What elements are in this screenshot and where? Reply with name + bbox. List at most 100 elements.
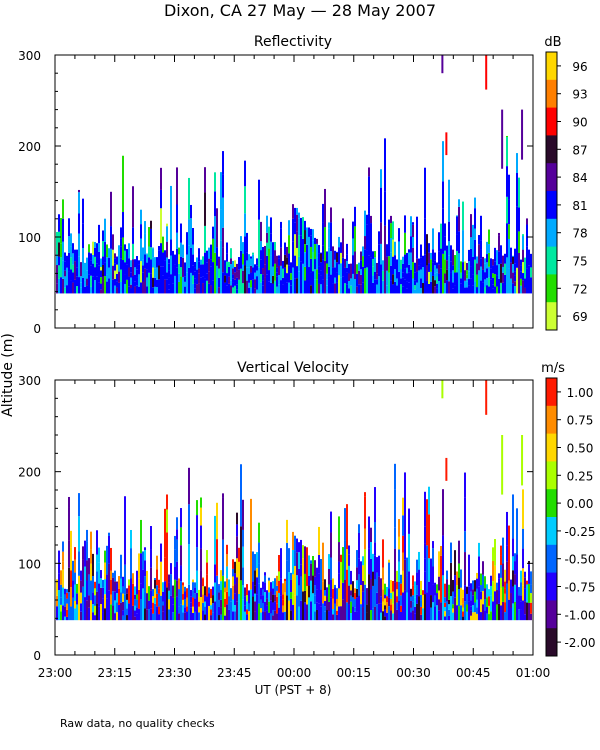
data-cell	[318, 258, 320, 267]
data-cell	[266, 232, 268, 243]
data-cell	[332, 598, 334, 610]
data-cell	[70, 530, 72, 548]
data-cell	[408, 571, 410, 621]
data-cell	[482, 277, 484, 283]
data-cell	[440, 602, 442, 621]
data-cell	[334, 250, 336, 260]
data-cell	[146, 269, 148, 278]
data-cell	[232, 559, 234, 569]
data-cell	[262, 589, 264, 596]
data-cell	[276, 272, 278, 277]
data-cell	[322, 542, 324, 582]
x-tick-label: 00:15	[336, 666, 371, 680]
data-cell	[392, 613, 394, 621]
data-cell	[110, 579, 112, 595]
data-cell	[410, 600, 412, 608]
data-cell	[336, 588, 338, 599]
data-cell	[154, 603, 156, 612]
data-cell	[236, 524, 238, 537]
data-cell	[526, 584, 528, 603]
data-cell	[300, 564, 302, 577]
data-cell	[524, 571, 526, 578]
data-cell	[102, 264, 104, 277]
data-cell	[414, 280, 416, 286]
data-cell	[420, 606, 422, 615]
data-cell	[178, 613, 180, 621]
data-cell	[428, 283, 430, 294]
data-cell	[430, 271, 432, 282]
data-cell	[444, 602, 446, 608]
data-cell	[254, 288, 256, 294]
data-cell	[410, 236, 412, 253]
data-cell	[386, 602, 388, 613]
data-cell	[288, 600, 290, 621]
data-cell	[204, 601, 206, 607]
data-cell	[110, 248, 112, 294]
data-cell	[204, 167, 206, 193]
data-cell	[200, 596, 202, 621]
data-cell	[438, 264, 440, 274]
data-cell	[124, 262, 126, 275]
data-cell	[414, 289, 416, 294]
data-cell	[330, 222, 332, 252]
data-cell	[472, 239, 474, 258]
data-cell	[102, 241, 104, 257]
data-cell	[246, 601, 248, 610]
data-cell	[524, 257, 526, 273]
data-cell	[100, 289, 102, 294]
data-cell	[406, 267, 408, 274]
data-cell	[116, 281, 118, 288]
data-cell	[150, 220, 152, 229]
data-cell	[134, 610, 136, 617]
data-cell	[382, 579, 384, 590]
data-cell	[248, 590, 250, 604]
data-cell	[488, 266, 490, 278]
data-cell	[272, 609, 274, 616]
data-cell	[494, 591, 496, 621]
data-cell	[146, 286, 148, 294]
data-cell	[184, 591, 186, 600]
data-cell	[452, 604, 454, 609]
data-cell	[372, 275, 374, 283]
data-cell	[90, 531, 92, 550]
data-cell	[336, 252, 338, 263]
data-cell	[396, 596, 398, 603]
data-cell	[90, 286, 92, 294]
data-cell	[490, 611, 492, 621]
data-cell	[434, 265, 436, 274]
data-cell	[266, 255, 268, 275]
data-cell	[290, 598, 292, 611]
data-cell	[414, 272, 416, 281]
data-cell	[452, 249, 454, 266]
data-cell	[410, 588, 412, 597]
data-cell	[300, 235, 302, 262]
data-cell	[274, 242, 276, 251]
data-cell	[476, 578, 478, 589]
data-cell	[512, 256, 514, 265]
data-cell	[384, 616, 386, 621]
data-cell	[462, 611, 464, 617]
data-cell	[240, 236, 242, 251]
data-cell	[182, 244, 184, 258]
data-cell	[410, 279, 412, 294]
data-cell	[62, 587, 64, 606]
data-cell	[122, 615, 124, 621]
data-cell	[64, 261, 66, 271]
data-cell	[90, 265, 92, 276]
data-cell	[390, 215, 392, 224]
data-cell	[194, 598, 196, 607]
colorbar-label: 0.00	[567, 497, 594, 511]
data-cell	[458, 563, 460, 578]
data-cell	[426, 234, 428, 266]
data-cell	[142, 247, 144, 260]
data-cell	[98, 243, 100, 252]
data-cell	[210, 266, 212, 274]
data-cell	[338, 542, 340, 562]
data-cell	[494, 247, 496, 262]
data-cell	[380, 612, 382, 621]
data-cell	[372, 585, 374, 609]
data-cell	[64, 588, 66, 595]
data-cell	[268, 612, 270, 621]
data-cell	[514, 286, 516, 294]
